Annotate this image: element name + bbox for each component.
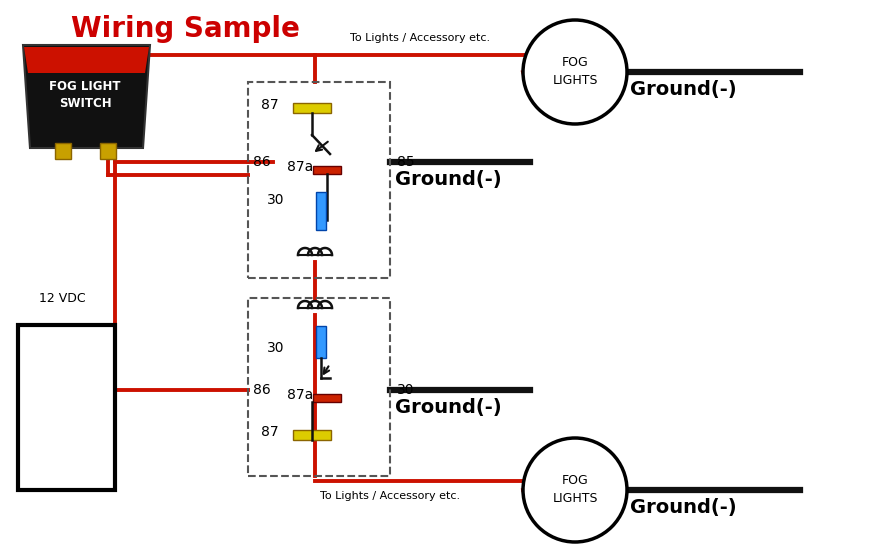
Text: 86: 86 xyxy=(253,383,271,397)
Text: 87a: 87a xyxy=(287,388,313,402)
Bar xyxy=(100,143,116,159)
Text: 30: 30 xyxy=(397,383,415,397)
Circle shape xyxy=(523,20,627,124)
Text: Ground(-): Ground(-) xyxy=(395,171,502,189)
Text: 87: 87 xyxy=(261,425,279,439)
Text: Ground(-): Ground(-) xyxy=(630,81,737,99)
Text: Ground(-): Ground(-) xyxy=(395,399,502,417)
Bar xyxy=(293,103,331,113)
Bar xyxy=(313,166,341,174)
Text: FOG
LIGHTS: FOG LIGHTS xyxy=(553,56,598,88)
Bar xyxy=(55,143,71,159)
Bar xyxy=(248,82,390,278)
Text: 12 VDC: 12 VDC xyxy=(39,291,85,305)
Text: Ground(-): Ground(-) xyxy=(630,498,737,518)
Bar xyxy=(293,430,331,440)
Bar xyxy=(248,298,390,476)
Polygon shape xyxy=(23,45,150,148)
Text: 30: 30 xyxy=(267,341,285,355)
Text: To Lights / Accessory etc.: To Lights / Accessory etc. xyxy=(350,33,490,43)
Circle shape xyxy=(523,438,627,542)
Bar xyxy=(316,326,326,358)
Text: FOG LIGHT
SWITCH: FOG LIGHT SWITCH xyxy=(49,80,121,110)
Polygon shape xyxy=(24,47,149,73)
Text: FOG
LIGHTS: FOG LIGHTS xyxy=(553,475,598,506)
Bar xyxy=(313,394,341,402)
Text: Wiring Sample: Wiring Sample xyxy=(70,15,299,43)
Bar xyxy=(316,192,326,230)
Text: To Lights / Accessory etc.: To Lights / Accessory etc. xyxy=(320,491,460,501)
Text: 86: 86 xyxy=(253,155,271,169)
Text: 85: 85 xyxy=(397,155,415,169)
Text: 87: 87 xyxy=(261,98,279,112)
Text: 87a: 87a xyxy=(287,160,313,174)
Bar xyxy=(18,325,115,490)
Text: 30: 30 xyxy=(267,193,285,207)
